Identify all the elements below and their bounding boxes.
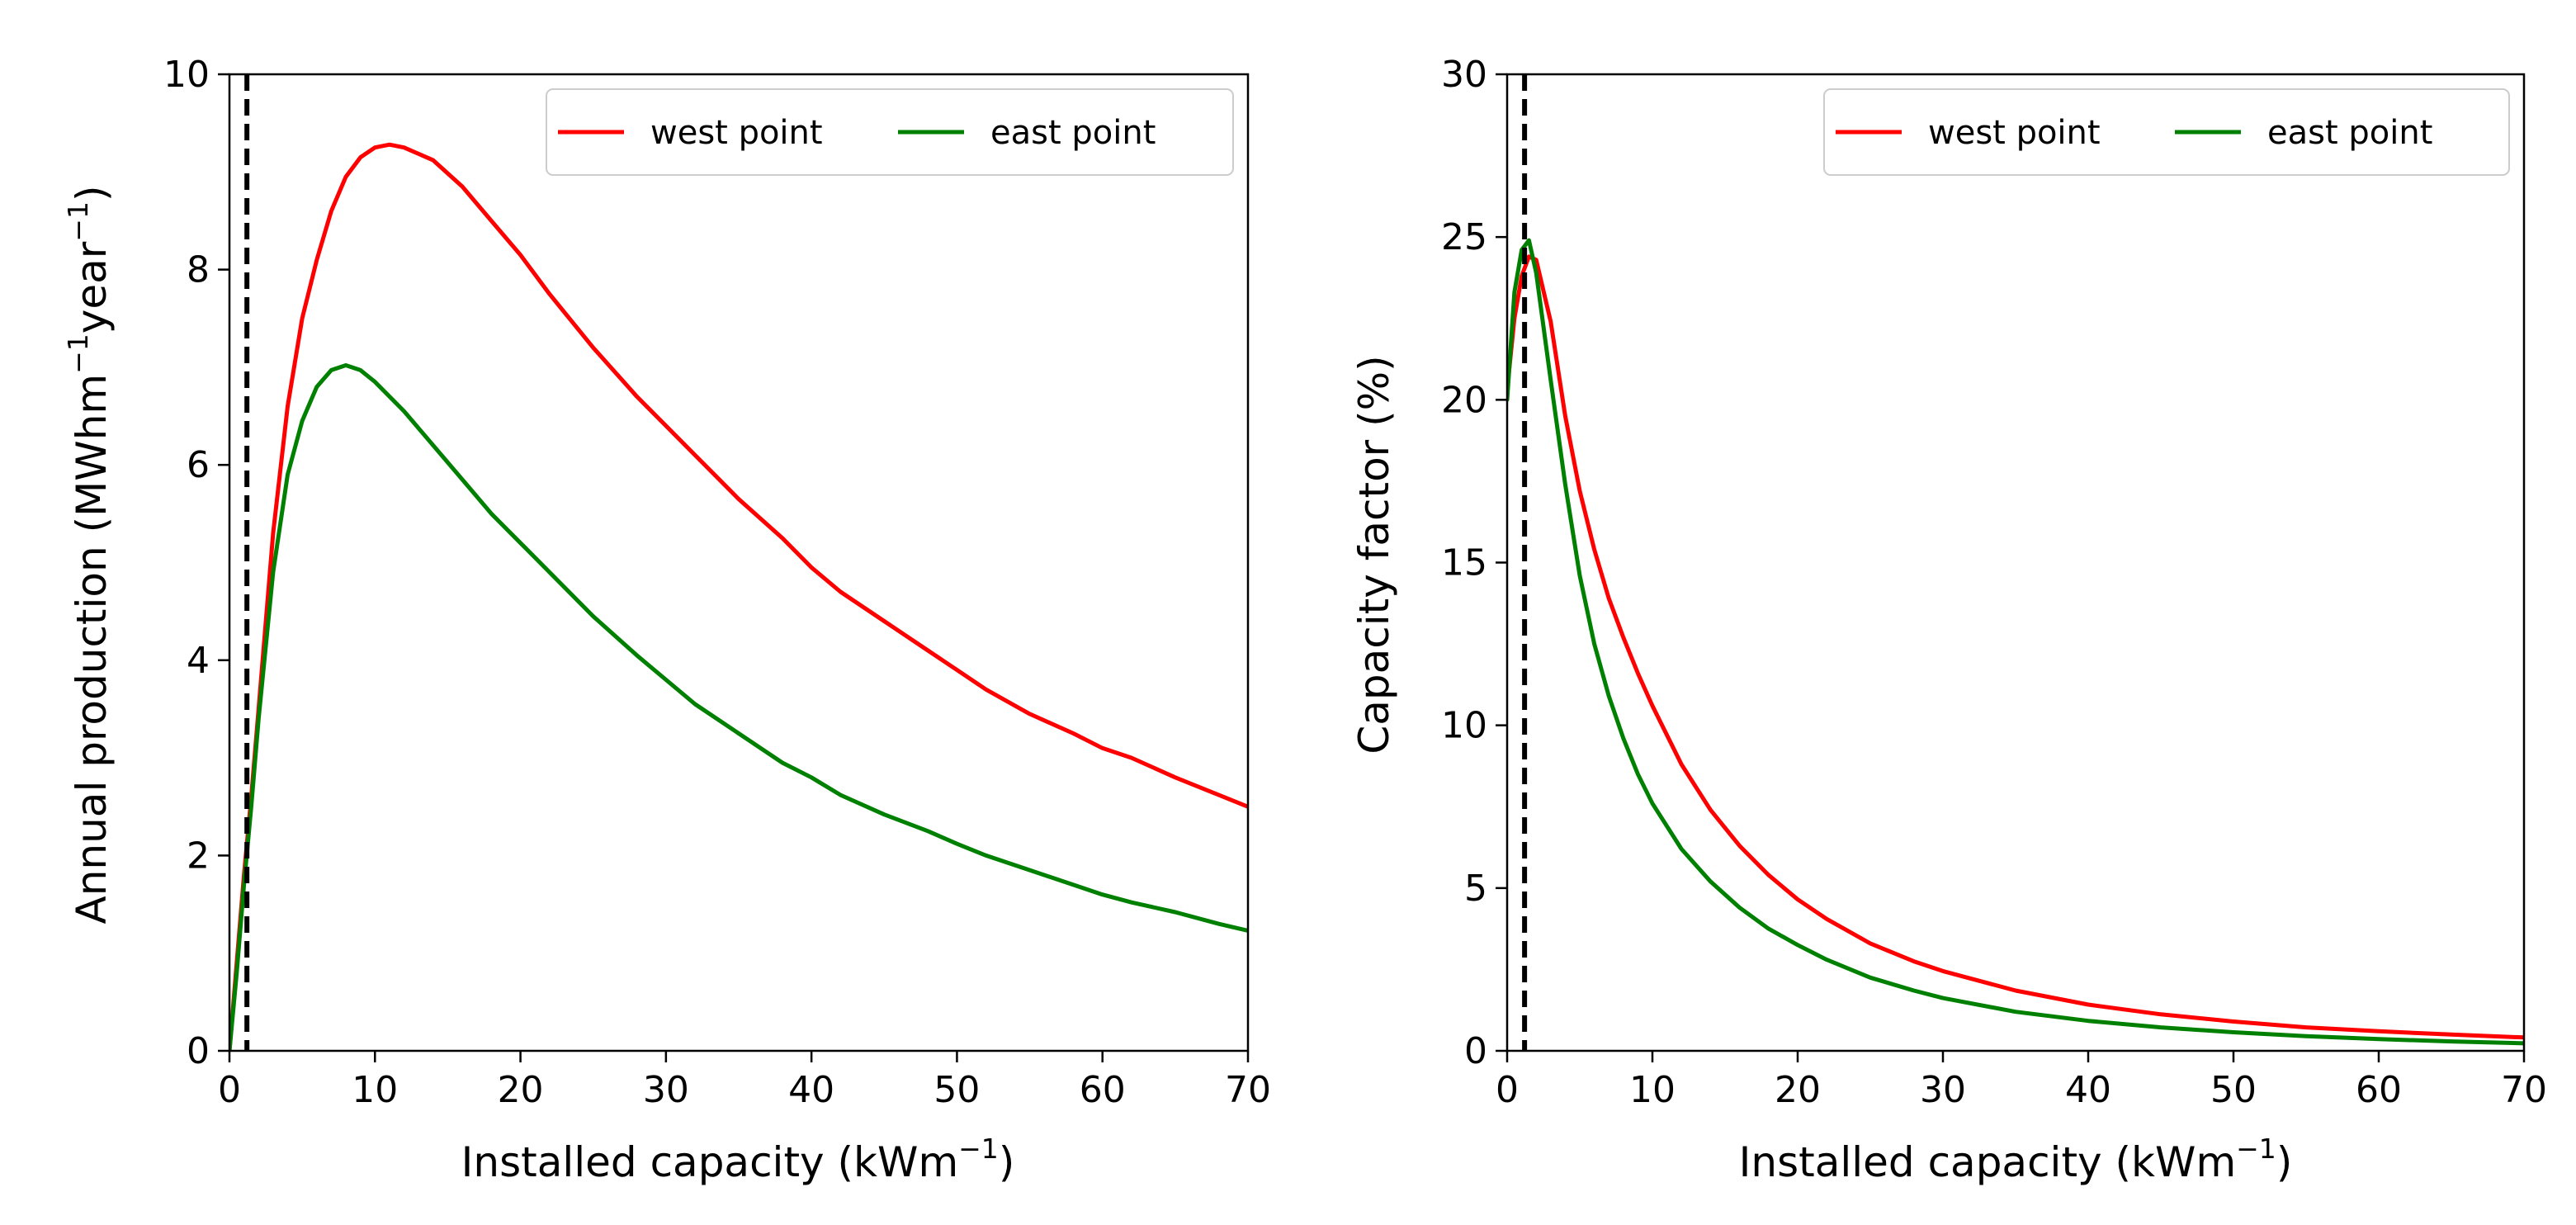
right-chart-x-tick-label: 20 xyxy=(1775,1069,1821,1111)
right-chart-x-tick-label: 40 xyxy=(2065,1069,2111,1111)
right-chart-y-tick-label: 20 xyxy=(1441,379,1487,421)
left-chart-y-tick-label: 2 xyxy=(187,835,210,877)
left-chart-legend-label-west-point: west point xyxy=(650,114,823,152)
left-chart-series-line-east-point xyxy=(229,363,1248,1051)
right-chart-x-tick-label: 10 xyxy=(1629,1069,1676,1111)
left-chart-y-tick-label: 8 xyxy=(187,249,210,291)
right-chart-plot-area xyxy=(1507,74,2524,1051)
left-chart-axes-frame xyxy=(228,73,1250,1052)
right-chart-x-tick-label: 70 xyxy=(2501,1069,2547,1111)
left-chart-legend-label-east-point: east point xyxy=(990,114,1156,152)
right-chart-panel: Capacity factor (%) Installed capacity (… xyxy=(1350,54,2547,1186)
left-chart-y-tick-label: 4 xyxy=(187,640,210,682)
right-chart-series-line-west-point xyxy=(1507,254,2524,1040)
right-chart-x-tick-label: 0 xyxy=(1496,1069,1519,1111)
right-chart-y-tick-label: 30 xyxy=(1441,54,1487,96)
left-chart-series-line-west-point xyxy=(229,142,1248,1051)
left-chart-plot-area xyxy=(229,74,1248,1051)
right-chart-y-tick-label: 15 xyxy=(1441,542,1487,584)
right-chart-y-tick-label: 0 xyxy=(1464,1030,1487,1072)
left-chart-y-axis-label: Annual production (MWhm−1year−1) xyxy=(62,186,116,925)
left-chart-legend: west point east point xyxy=(546,88,1234,176)
right-chart-legend-label-west-point: west point xyxy=(1928,114,2101,152)
left-chart-legend-box xyxy=(546,88,1234,176)
right-chart-x-tick-label: 50 xyxy=(2210,1069,2257,1111)
right-chart-y-tick-label: 5 xyxy=(1464,868,1487,910)
right-chart-series-line-east-point xyxy=(1507,238,2524,1046)
left-chart-x-tick-label: 40 xyxy=(788,1069,834,1111)
right-chart-legend: west point east point xyxy=(1823,88,2510,176)
left-chart-x-tick-label: 20 xyxy=(498,1069,544,1111)
right-chart-y-tick-label: 10 xyxy=(1441,705,1487,747)
left-chart-x-tick-label: 30 xyxy=(643,1069,689,1111)
right-chart-legend-label-east-point: east point xyxy=(2267,114,2432,152)
left-chart-x-tick-label: 50 xyxy=(934,1069,980,1111)
left-chart-x-tick-label: 70 xyxy=(1225,1069,1271,1111)
right-chart-y-tick-label: 25 xyxy=(1441,216,1487,258)
right-chart-x-axis-label: Installed capacity (kWm−1) xyxy=(1739,1133,2293,1186)
right-chart-legend-box xyxy=(1823,88,2510,176)
left-chart-panel: Annual production (MWhm−1year−1) Install… xyxy=(62,54,1271,1186)
right-chart-x-tick-label: 60 xyxy=(2356,1069,2402,1111)
right-chart-y-axis-label: Capacity factor (%) xyxy=(1350,355,1398,754)
left-chart-x-tick-label: 60 xyxy=(1080,1069,1126,1111)
left-chart-x-tick-label: 0 xyxy=(218,1069,241,1111)
left-chart-x-tick-label: 10 xyxy=(352,1069,398,1111)
left-chart-y-tick-label: 6 xyxy=(187,444,210,486)
right-chart-x-tick-label: 30 xyxy=(1920,1069,1966,1111)
left-chart-x-axis-label: Installed capacity (kWm−1) xyxy=(461,1133,1015,1186)
left-chart-y-tick-label: 10 xyxy=(163,54,210,96)
left-chart-y-tick-label: 0 xyxy=(187,1030,210,1072)
